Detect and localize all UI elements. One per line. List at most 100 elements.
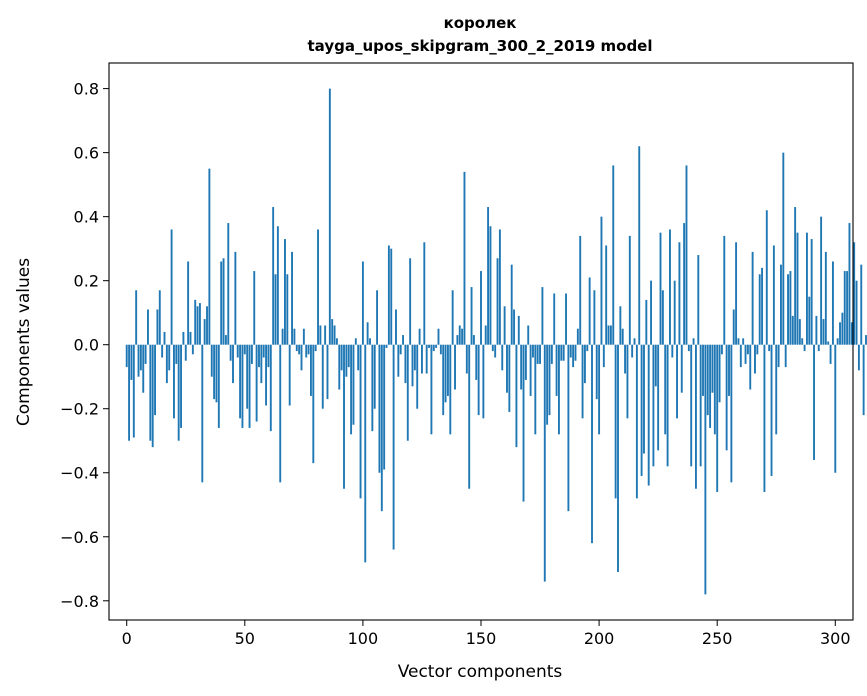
bar: [477, 344, 480, 416]
bar: [222, 258, 225, 345]
bar: [711, 344, 714, 393]
bar: [128, 344, 131, 441]
bar: [515, 344, 518, 448]
y-tick-label: −0.6: [60, 528, 99, 547]
bar: [669, 229, 671, 345]
bar: [496, 258, 499, 345]
bar: [260, 344, 263, 384]
bar: [139, 344, 142, 371]
bar: [229, 344, 232, 361]
bar: [617, 344, 619, 572]
bar: [352, 344, 355, 425]
bar: [125, 344, 128, 368]
bar: [614, 344, 617, 499]
bar: [541, 287, 544, 345]
bar: [432, 344, 435, 352]
bar: [227, 223, 230, 345]
bar: [765, 210, 768, 345]
bar: [607, 325, 610, 345]
bar: [754, 344, 756, 374]
bar: [135, 290, 138, 345]
bar: [406, 344, 409, 441]
bar: [182, 331, 185, 345]
bar: [746, 344, 749, 355]
bar: [454, 344, 456, 390]
bar: [735, 242, 738, 345]
bar: [865, 335, 867, 345]
bar: [640, 344, 643, 476]
bar: [609, 325, 612, 345]
bar: [312, 344, 315, 464]
bar: [272, 207, 275, 345]
bar: [862, 344, 865, 416]
bar: [248, 344, 251, 428]
bar: [527, 325, 530, 345]
bar: [250, 344, 253, 364]
bar: [808, 296, 811, 345]
bar: [857, 344, 860, 371]
bar: [236, 344, 239, 358]
bar: [177, 344, 180, 441]
bar: [732, 309, 735, 345]
bar: [612, 165, 615, 345]
bar: [461, 328, 464, 345]
bar: [487, 207, 490, 345]
bar: [742, 338, 745, 345]
bar: [387, 245, 390, 345]
x-tick-label: 100: [348, 629, 379, 648]
bar: [652, 344, 655, 467]
bar: [413, 344, 416, 371]
bar: [411, 344, 414, 387]
bar: [678, 242, 681, 345]
bar: [763, 344, 766, 492]
bar: [798, 319, 801, 345]
bar: [307, 344, 310, 355]
bar: [463, 171, 466, 345]
bar: [501, 344, 504, 371]
bar: [324, 325, 327, 345]
y-tick-label: 0.6: [74, 144, 99, 163]
bar: [817, 344, 820, 352]
bar: [274, 274, 277, 345]
bar: [364, 344, 367, 563]
bar: [302, 328, 305, 345]
bar: [224, 335, 227, 345]
bar: [201, 344, 204, 483]
bar: [657, 344, 660, 451]
bar: [390, 248, 393, 345]
bar: [517, 315, 520, 345]
x-axis-ticks: 0 50 100 150 200 250 300: [122, 620, 851, 648]
bar: [673, 280, 676, 345]
bar: [421, 344, 423, 374]
bar: [744, 344, 747, 364]
bar: [626, 344, 629, 419]
bar: [442, 344, 445, 416]
bar: [345, 344, 348, 377]
bar: [692, 338, 695, 345]
bar: [562, 344, 565, 361]
bar: [350, 344, 353, 435]
bar: [574, 344, 577, 361]
bar: [725, 344, 728, 451]
bar: [380, 344, 383, 512]
bar: [253, 271, 256, 345]
bar: [373, 344, 376, 409]
bar: [265, 344, 268, 406]
bar: [234, 251, 237, 345]
bar: [661, 290, 664, 345]
bar: [709, 344, 712, 428]
bar: [831, 261, 834, 345]
bar: [758, 274, 761, 345]
bar: [130, 344, 133, 380]
bar: [246, 344, 249, 409]
chart-title: королек: [444, 14, 517, 32]
bar: [770, 344, 773, 476]
bar: [699, 344, 702, 467]
y-tick-label: 0.0: [74, 336, 99, 355]
bar: [702, 344, 704, 396]
bar: [484, 325, 487, 345]
x-tick-label: 250: [702, 629, 733, 648]
bar: [142, 344, 145, 393]
bar: [687, 344, 690, 352]
y-axis-label: Components values: [14, 258, 34, 426]
